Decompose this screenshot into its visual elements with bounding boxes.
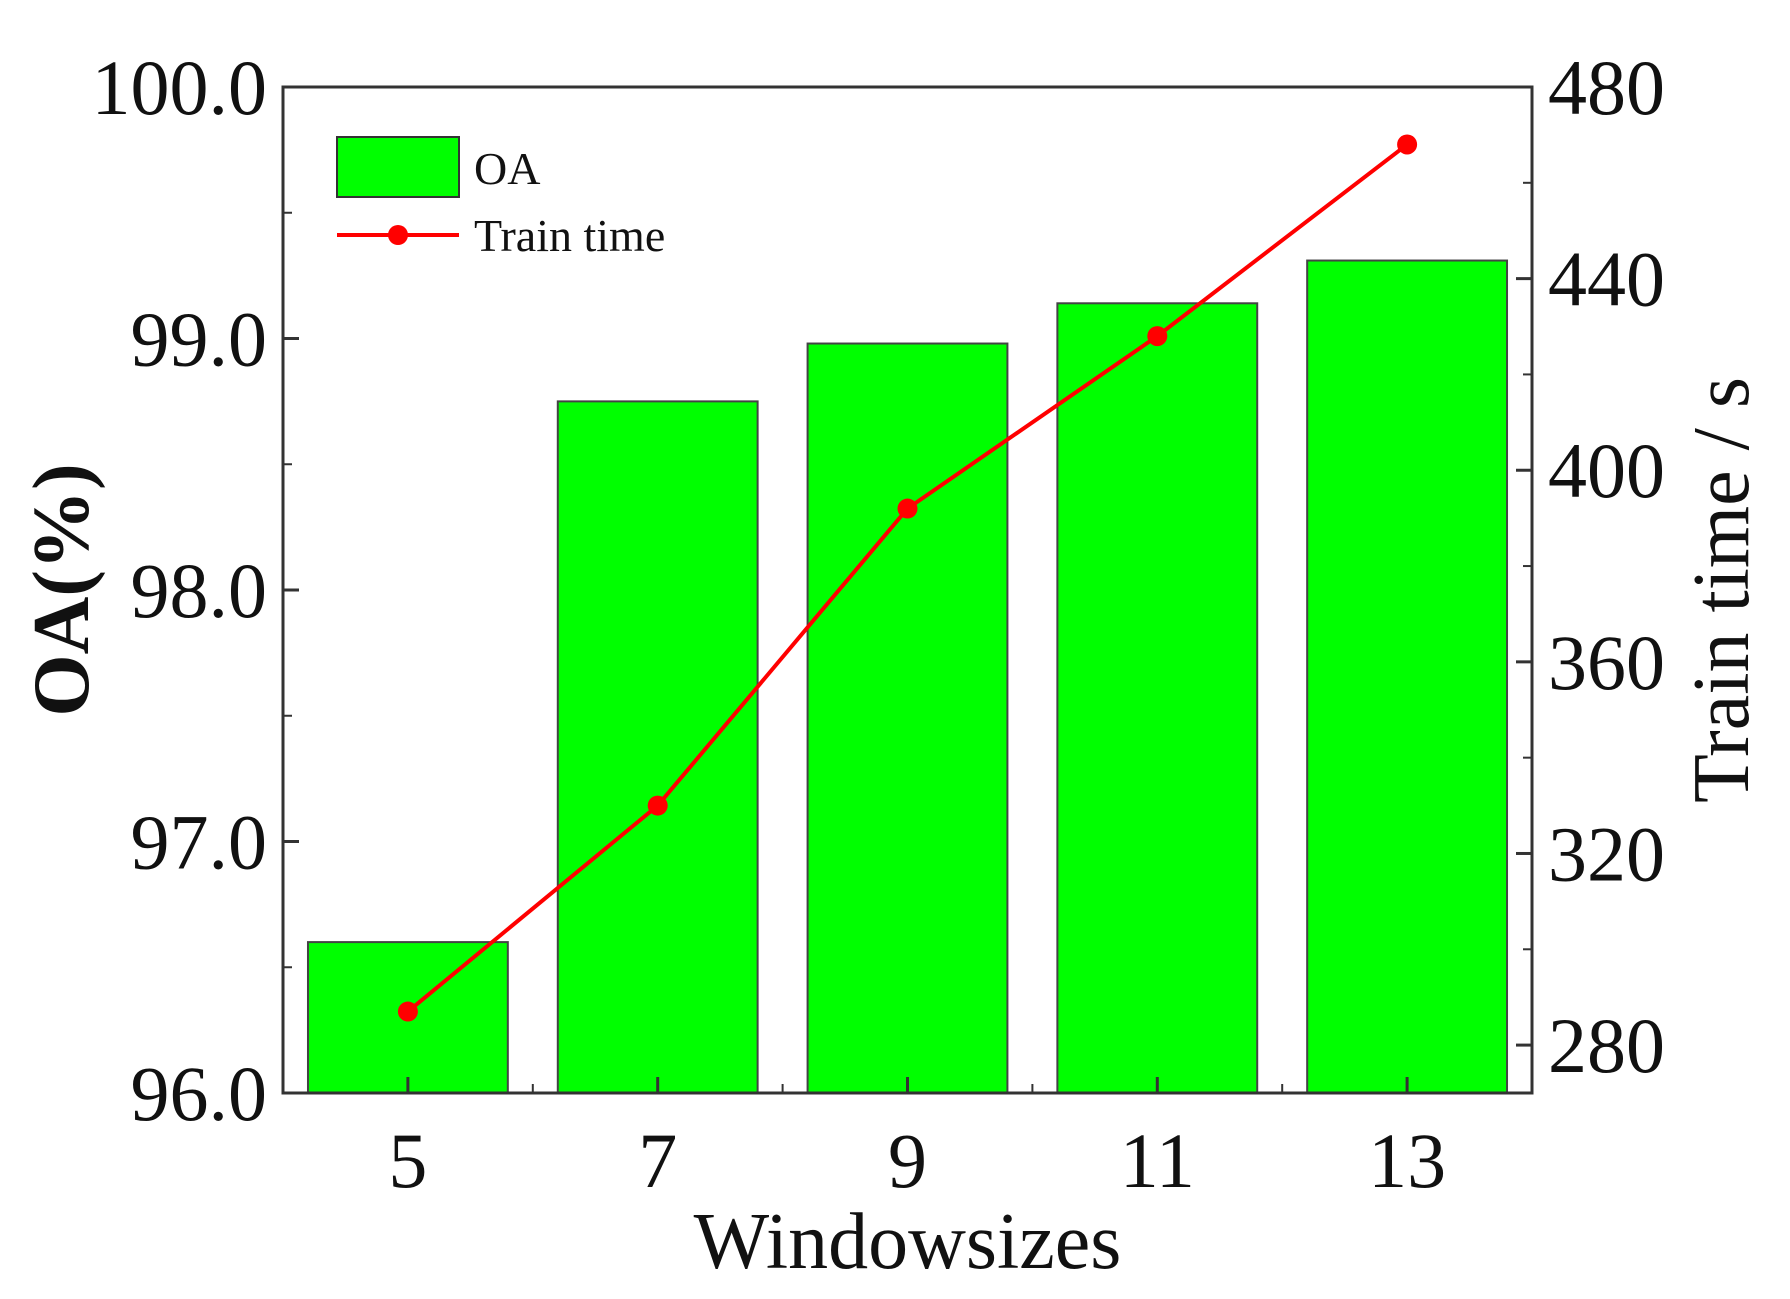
y2-axis-title: Train time / s (1678, 377, 1766, 803)
y2-tick-label: 360 (1548, 619, 1665, 706)
y-tick-label: 98.0 (131, 547, 268, 634)
train-time-point-13 (1397, 134, 1418, 155)
bar-oa-7 (556, 400, 759, 1094)
x-tick-label: 9 (888, 1117, 927, 1204)
y-tick-label: 99.0 (131, 296, 268, 383)
x-tick-label: 13 (1368, 1117, 1446, 1204)
y2-tick-label: 440 (1548, 236, 1665, 323)
legend: OA Train time (336, 136, 665, 261)
y2-tick-label: 320 (1548, 810, 1665, 897)
x-tick-label: 11 (1120, 1117, 1195, 1204)
legend-swatch-oa (336, 136, 460, 198)
train-time-line-group (397, 134, 1418, 1022)
bar-oa-9 (806, 342, 1009, 1094)
train-time-point-9 (897, 498, 918, 519)
legend-marker-train-time (388, 225, 408, 245)
legend-label-oa: OA (474, 143, 540, 194)
y-tick-label: 96.0 (131, 1050, 268, 1137)
tick-group (283, 85, 1532, 1095)
train-time-point-11 (1147, 326, 1168, 347)
y2-tick-label: 400 (1548, 427, 1665, 514)
tick-label-group: 96.0 97.0 98.0 99.0 100.0 280 320 360 400 440 480 5… (92, 44, 1666, 1204)
bar-group (306, 259, 1509, 1095)
train-time-point-5 (397, 1001, 418, 1022)
bar-oa-13 (1306, 259, 1509, 1095)
train-time-point-7 (647, 795, 668, 816)
y-axis-title: OA(%) (18, 463, 106, 716)
x-tick-label: 5 (388, 1117, 427, 1204)
y-tick-label: 100.0 (92, 44, 268, 131)
x-axis-title: Windowsizes (694, 1198, 1122, 1286)
y2-tick-label: 480 (1548, 44, 1665, 131)
y-tick-label: 97.0 (131, 799, 268, 886)
bar-oa-11 (1056, 302, 1259, 1095)
y2-tick-label: 280 (1548, 1002, 1665, 1089)
legend-label-train-time: Train time (474, 210, 665, 261)
x-tick-label: 7 (638, 1117, 677, 1204)
